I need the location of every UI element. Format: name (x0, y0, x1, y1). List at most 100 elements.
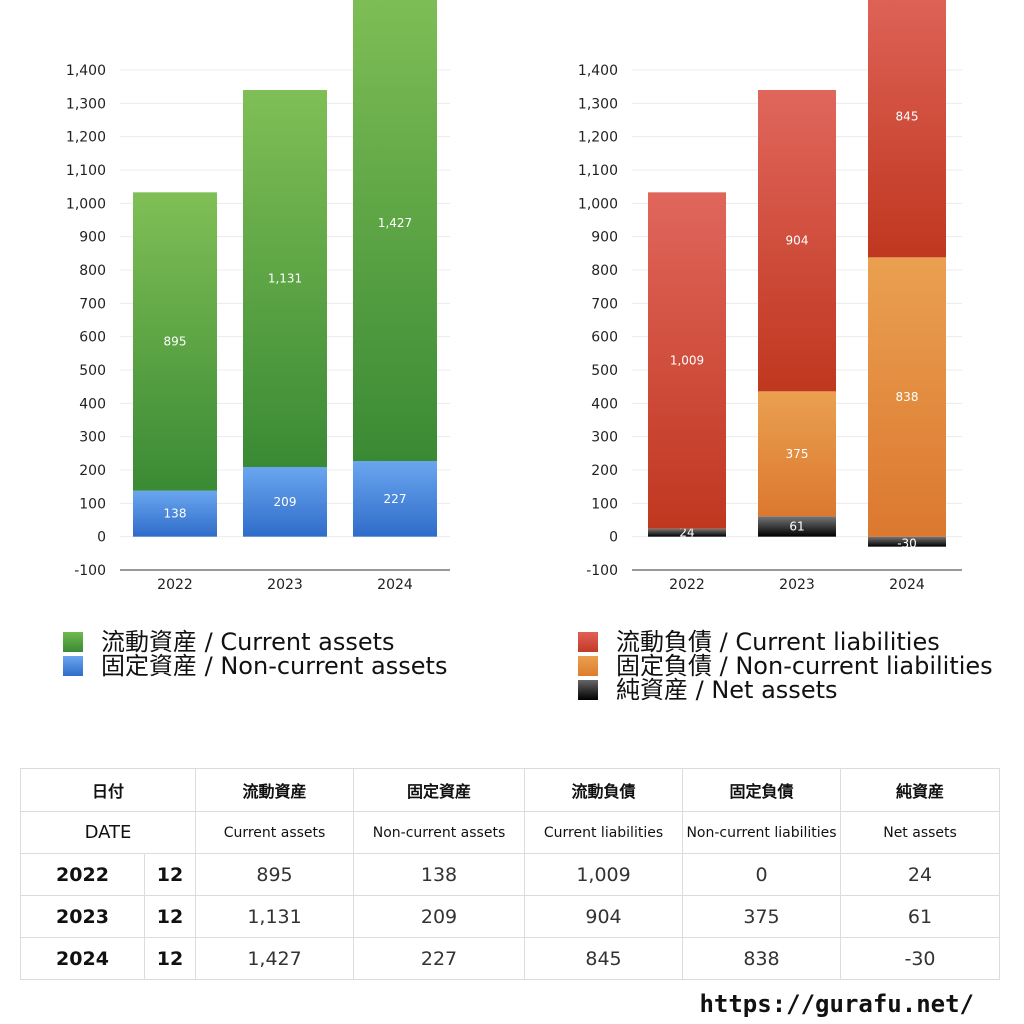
legend-item-current-assets: 流動資産 / Current assets (63, 630, 447, 654)
bar-value-label: 209 (274, 495, 297, 509)
header-current-assets-en: Current assets (195, 811, 355, 854)
row-year: 2024 (20, 937, 145, 980)
cell-current-liabilities: 904 (524, 895, 684, 938)
bar-segment (648, 528, 726, 537)
legend-label-current-assets: 流動資産 / Current assets (101, 628, 395, 656)
bar-segment (353, 0, 437, 461)
y-tick-label: 1,300 (578, 96, 618, 112)
legend-label-noncurrent-assets: 固定資産 / Non-current assets (101, 652, 448, 680)
cell-net-assets: -30 (840, 937, 1001, 980)
y-tick-label: 1,400 (66, 63, 106, 79)
header-current-liabilities-en: Current liabilities (524, 811, 684, 854)
y-tick-label: 500 (591, 363, 618, 379)
y-tick-label: -100 (586, 563, 618, 579)
y-tick-label: 300 (79, 430, 106, 446)
cell-noncurrent-liabilities: 0 (682, 853, 842, 896)
bar-value-label: 1,427 (378, 216, 412, 230)
site-url[interactable]: https://gurafu.net/ (699, 990, 974, 1018)
bar-segment (133, 490, 217, 537)
bar-segment (133, 192, 217, 491)
header-net-assets-en: Net assets (840, 811, 1001, 854)
cell-current-liabilities: 1,009 (524, 853, 684, 896)
bar-segment (868, 536, 946, 547)
y-tick-label: -100 (74, 563, 106, 579)
row-year: 2023 (20, 895, 145, 938)
bar-value-label: 24 (679, 526, 694, 540)
y-tick-label: 0 (609, 530, 618, 546)
header-noncurrent-assets-jp: 固定資産 (353, 768, 526, 812)
row-month: 12 (143, 895, 197, 938)
y-tick-label: 800 (79, 263, 106, 279)
y-tick-label: 900 (79, 230, 106, 246)
bar-value-label: 375 (786, 447, 809, 461)
cell-current-assets: 895 (195, 853, 355, 896)
cell-net-assets: 61 (840, 895, 1001, 938)
header-noncurrent-assets-en: Non-current assets (353, 811, 526, 854)
bar-segment (758, 391, 836, 517)
legend-item-net-assets: 純資産 / Net assets (578, 678, 993, 702)
y-tick-label: 300 (591, 430, 618, 446)
cell-noncurrent-assets: 209 (353, 895, 526, 938)
cell-current-liabilities: 845 (524, 937, 684, 980)
cell-noncurrent-assets: 227 (353, 937, 526, 980)
bar-segment (758, 90, 836, 392)
y-tick-label: 700 (79, 296, 106, 312)
cell-current-assets: 1,427 (195, 937, 355, 980)
cell-noncurrent-assets: 138 (353, 853, 526, 896)
y-tick-label: 1,400 (578, 63, 618, 79)
table-row: 2022 12 895 138 1,009 0 24 (20, 853, 1001, 896)
liabilities-chart: -100 0 100 200 300 400 500 600 700 800 900 1,000 1,1… (578, 0, 962, 593)
header-noncurrent-liabilities-en: Non-current liabilities (682, 811, 842, 854)
legend-item-current-liabilities: 流動負債 / Current liabilities (578, 630, 993, 654)
x-tick-label: 2023 (779, 577, 815, 593)
y-tick-label: 1,100 (578, 163, 618, 179)
cell-noncurrent-liabilities: 375 (682, 895, 842, 938)
x-tick-label: 2024 (889, 577, 925, 593)
table-header-row-en: DATE Current assets Non-current assets C… (19, 811, 1001, 854)
y-tick-label: 1,000 (66, 196, 106, 212)
bar-segment (758, 516, 836, 537)
legend-swatch-noncurrent-liabilities (578, 656, 598, 676)
y-tick-label: 400 (591, 396, 618, 412)
y-tick-label: 100 (79, 496, 106, 512)
y-tick-label: 200 (591, 463, 618, 479)
bar-segment (868, 257, 946, 537)
header-date-jp: 日付 (19, 768, 197, 812)
y-tick-label: 1,100 (66, 163, 106, 179)
bar-value-label: 1,131 (268, 272, 302, 286)
bar-value-label: 61 (789, 520, 804, 534)
y-tick-label: 100 (591, 496, 618, 512)
row-year: 2022 (20, 853, 145, 896)
legend-swatch-net-assets (578, 680, 598, 700)
bar-segment (648, 192, 726, 529)
x-tick-label: 2022 (669, 577, 705, 593)
bar-value-label: 895 (164, 335, 187, 349)
legend-item-noncurrent-assets: 固定資産 / Non-current assets (63, 654, 447, 678)
header-date-en: DATE (19, 811, 197, 854)
y-tick-label: 500 (79, 363, 106, 379)
y-tick-label: 600 (79, 330, 106, 346)
y-tick-label: 200 (79, 463, 106, 479)
bar-value-label: 138 (164, 507, 187, 521)
assets-legend: 流動資産 / Current assets 固定資産 / Non-current… (63, 630, 447, 678)
table-row: 2023 12 1,131 209 904 375 61 (20, 895, 1001, 938)
header-current-liabilities-jp: 流動負債 (524, 768, 684, 812)
y-tick-label: 700 (591, 296, 618, 312)
y-tick-label: 400 (79, 396, 106, 412)
cell-noncurrent-liabilities: 838 (682, 937, 842, 980)
table-row: 2024 12 1,427 227 845 838 -30 (20, 937, 1001, 980)
data-table: 日付 流動資産 固定資産 流動負債 固定負債 純資産 DATE Current … (19, 768, 1001, 980)
y-tick-label: 0 (97, 530, 106, 546)
cell-net-assets: 24 (840, 853, 1001, 896)
bar-value-label: 904 (786, 234, 809, 248)
bar-value-label: -30 (897, 537, 917, 551)
legend-label-current-liabilities: 流動負債 / Current liabilities (616, 628, 940, 656)
bar-segment (353, 461, 437, 537)
bar-segment (243, 90, 327, 467)
y-tick-label: 1,300 (66, 96, 106, 112)
liabilities-legend: 流動負債 / Current liabilities 固定負債 / Non-cu… (578, 630, 993, 702)
bar-segment (243, 467, 327, 537)
y-tick-label: 1,000 (578, 196, 618, 212)
x-tick-label: 2022 (157, 577, 193, 593)
bar-value-label: 845 (896, 110, 919, 124)
